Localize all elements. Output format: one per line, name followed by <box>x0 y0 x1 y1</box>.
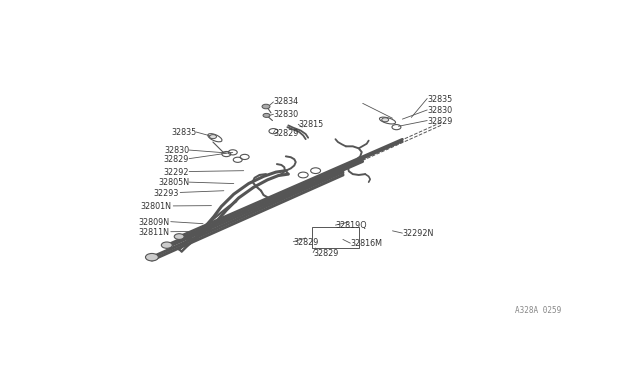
Circle shape <box>263 113 270 118</box>
Text: 32292: 32292 <box>164 168 189 177</box>
Text: 32829: 32829 <box>313 248 339 258</box>
Text: 32815: 32815 <box>298 121 323 129</box>
Bar <box>312 227 359 248</box>
Circle shape <box>145 253 158 261</box>
Text: 32816M: 32816M <box>350 239 382 248</box>
Text: 32829: 32829 <box>273 129 299 138</box>
Text: 32811N: 32811N <box>138 228 169 237</box>
Text: 32835: 32835 <box>428 94 452 103</box>
Text: 32292N: 32292N <box>403 229 434 238</box>
Text: 32293: 32293 <box>154 189 179 198</box>
Text: 32829: 32829 <box>293 238 319 247</box>
Text: A328A 0259: A328A 0259 <box>515 306 561 315</box>
Text: 32809N: 32809N <box>138 218 169 227</box>
Circle shape <box>262 104 270 109</box>
Text: 32819Q: 32819Q <box>335 221 367 230</box>
Circle shape <box>209 135 216 139</box>
Text: 32801N: 32801N <box>141 202 172 211</box>
Circle shape <box>161 242 172 248</box>
Circle shape <box>174 234 184 240</box>
Text: 32830: 32830 <box>273 110 299 119</box>
Text: 32834: 32834 <box>273 97 299 106</box>
Text: 32830: 32830 <box>428 106 452 115</box>
Text: 32835: 32835 <box>172 128 196 137</box>
Text: 32805N: 32805N <box>158 178 189 187</box>
Text: 32830: 32830 <box>164 146 189 155</box>
Circle shape <box>381 118 388 122</box>
Text: 32829: 32829 <box>164 155 189 164</box>
Text: 32829: 32829 <box>428 116 452 126</box>
